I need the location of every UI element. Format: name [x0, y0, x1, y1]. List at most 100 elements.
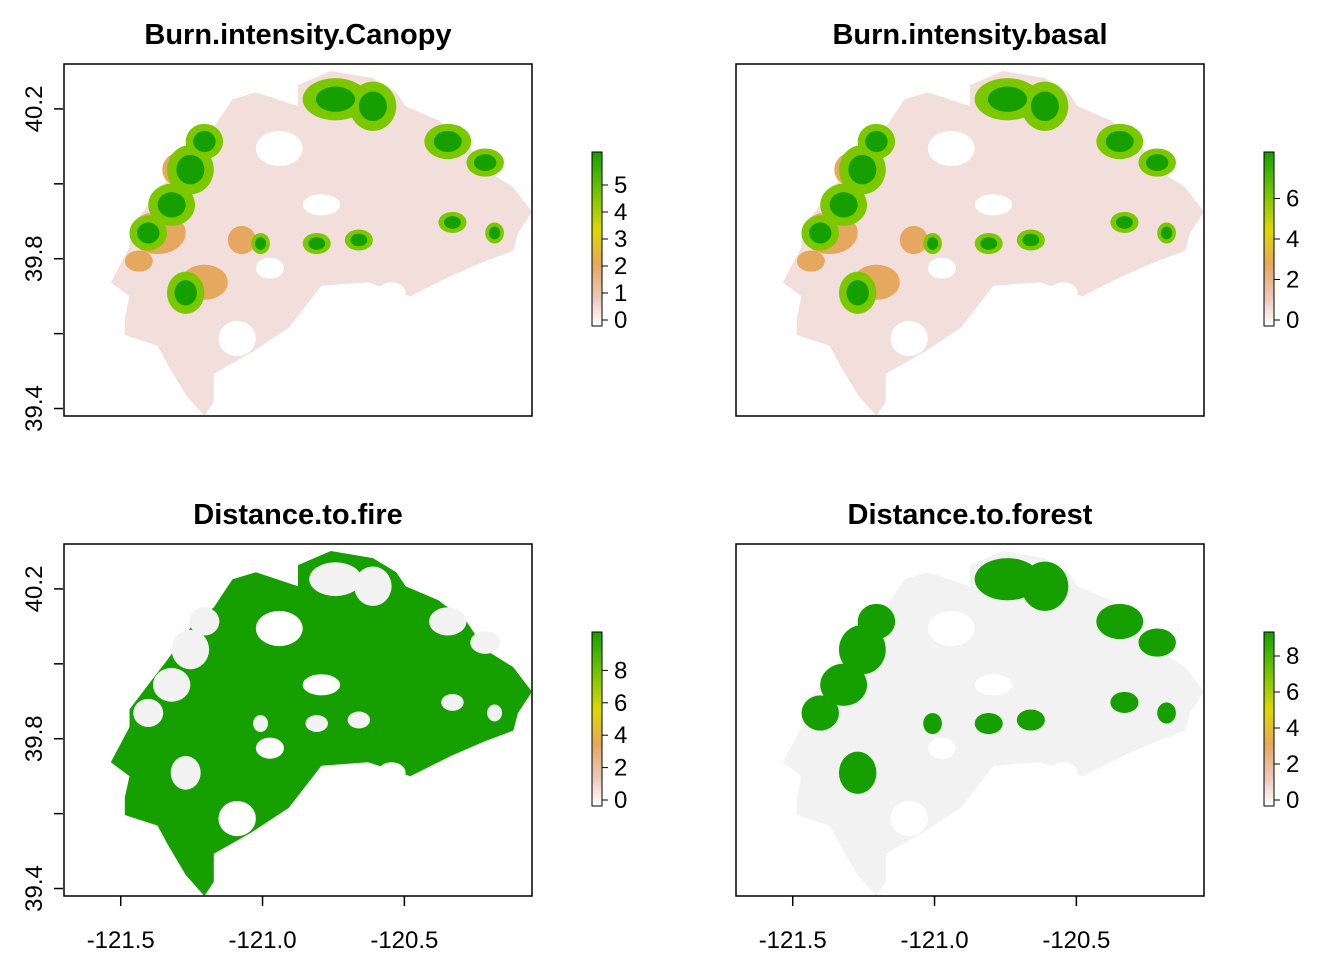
burn-patch-core: [444, 216, 461, 229]
near-fire-patch: [171, 629, 210, 670]
y-tick-label: 40.2: [21, 86, 48, 133]
no-data-hole: [927, 257, 956, 279]
panel-title: Burn.intensity.basal: [832, 19, 1107, 51]
panel-title: Burn.intensity.Canopy: [144, 19, 451, 51]
burn-patch-core: [846, 280, 869, 306]
burn-patch-orange: [227, 225, 256, 255]
forest-patch: [820, 663, 868, 706]
colorbar: [591, 151, 603, 327]
colorbar: [1263, 631, 1275, 807]
no-data-hole: [255, 737, 284, 759]
x-tick-label: -120.5: [1042, 927, 1110, 954]
colorbar-label: 8: [614, 657, 627, 684]
near-fire-patch: [133, 698, 164, 728]
no-data-hole: [255, 257, 284, 279]
colorbar-label: 4: [614, 722, 627, 749]
burn-patch-core: [254, 237, 267, 250]
burn-patch-core: [926, 237, 939, 250]
panel-title: Distance.to.fire: [193, 499, 403, 531]
colorbar-label: 0: [1286, 787, 1299, 814]
colorbar-label: 2: [614, 755, 627, 782]
forest-patch: [857, 603, 896, 640]
burn-patch-core: [980, 237, 998, 250]
no-data-hole: [344, 776, 373, 805]
burn-patch-core: [1105, 130, 1134, 152]
no-data-hole: [377, 762, 406, 784]
colorbar-label: 0: [1286, 307, 1299, 334]
no-data-hole: [974, 194, 1013, 216]
no-data-hole: [302, 674, 341, 696]
near-fire-patch: [152, 667, 191, 702]
panel-3: Distance.to.fire 39.4 39.8 40.2 -121.5 -121.0…: [21, 499, 627, 954]
colorbar: [591, 631, 603, 807]
forest-patch: [923, 712, 942, 735]
forest-patch: [1138, 628, 1176, 657]
forest-patch: [1110, 691, 1139, 713]
burn-patch-core: [315, 86, 356, 112]
forest-patch: [1157, 702, 1176, 724]
near-fire-patch: [429, 607, 467, 636]
forest-patch: [1021, 561, 1069, 611]
colorbar-label: 1: [614, 280, 627, 307]
colorbar-label: 6: [614, 690, 627, 717]
panel-title: Distance.to.forest: [848, 499, 1093, 531]
no-data-hole: [1049, 282, 1078, 304]
x-tick-label: -121.0: [901, 927, 969, 954]
plot-frame: [63, 543, 533, 897]
no-data-hole: [255, 130, 303, 167]
colorbar-label: 0: [614, 307, 627, 334]
no-data-hole: [927, 737, 956, 759]
no-data-hole: [927, 610, 975, 647]
forest-patch: [1096, 603, 1144, 640]
colorbar-label: 4: [614, 199, 627, 226]
x-tick-label: -120.5: [370, 927, 438, 954]
forest-patch: [801, 695, 839, 731]
colorbar-label: 2: [1286, 751, 1299, 778]
burn-patch-core: [350, 233, 368, 247]
no-data-hole: [1016, 296, 1045, 325]
colorbar-label: 6: [1286, 186, 1299, 213]
near-fire-patch: [309, 562, 362, 597]
near-fire-patch: [189, 607, 220, 636]
near-fire-patch: [170, 755, 201, 790]
burn-patch-core: [308, 237, 326, 250]
burn-patch-core: [358, 91, 387, 122]
no-data-hole: [974, 674, 1013, 696]
burn-patch-core: [1022, 233, 1040, 247]
no-data-hole: [927, 130, 975, 167]
near-fire-patch: [470, 631, 501, 654]
burn-patch-core: [157, 192, 186, 218]
raster-map: [782, 71, 1204, 416]
near-fire-patch: [354, 566, 392, 606]
raster-map: [110, 71, 532, 416]
plot-frame: [63, 63, 533, 417]
burn-patch-orange: [899, 225, 928, 255]
burn-patch-core: [829, 192, 858, 218]
no-data-hole: [344, 296, 373, 325]
burn-patch-orange: [124, 250, 153, 272]
no-data-hole: [377, 282, 406, 304]
burn-patch-core: [176, 154, 205, 185]
plot-frame: [735, 63, 1205, 417]
colorbar-label: 2: [614, 253, 627, 280]
colorbar: [1263, 151, 1275, 327]
y-tick-label: 40.2: [21, 566, 48, 613]
y-tick-label: 39.8: [21, 715, 48, 762]
raster-map: [782, 551, 1204, 896]
no-data-hole: [1049, 762, 1078, 784]
no-data-hole: [302, 194, 341, 216]
no-data-hole: [218, 800, 256, 837]
burn-patch-core: [1160, 226, 1173, 240]
colorbar-label: 0: [614, 787, 627, 814]
forest-patch: [974, 712, 1003, 735]
colorbar-label: 3: [614, 226, 627, 253]
burn-patch-core: [433, 130, 462, 152]
no-data-hole: [255, 610, 303, 647]
x-tick-label: -121.0: [229, 927, 297, 954]
burn-patch-core: [1145, 154, 1169, 172]
forest-patch: [1016, 709, 1045, 731]
panel-2: Burn.intensity.basal 0 2 4 6: [735, 19, 1299, 417]
raster-map: [110, 551, 532, 896]
colorbar-label: 4: [1286, 226, 1299, 253]
burn-patch-core: [809, 222, 832, 244]
